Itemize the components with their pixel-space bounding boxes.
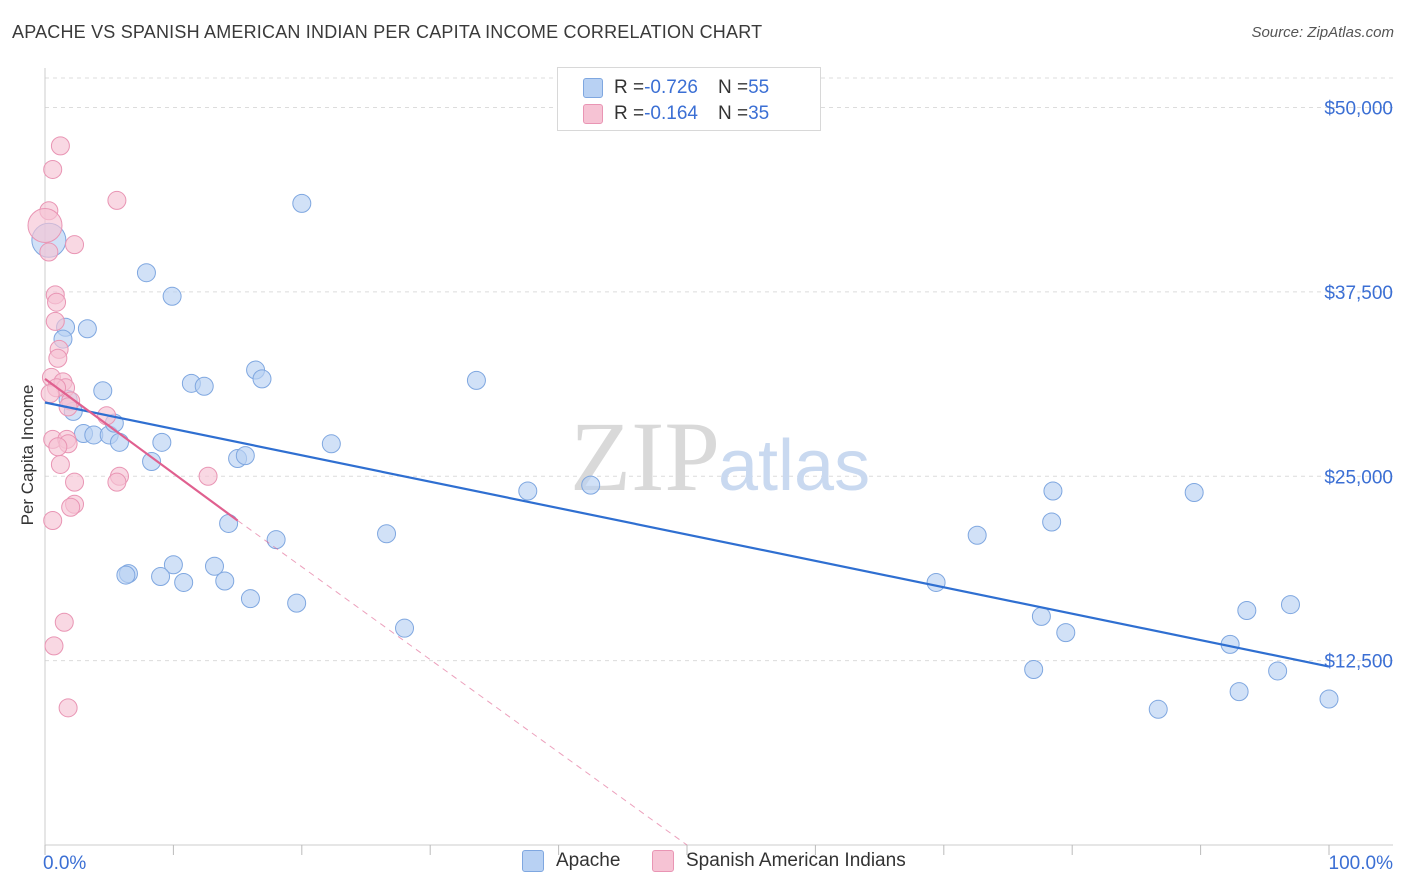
apache-point (152, 432, 172, 452)
apache-point (163, 555, 183, 575)
apache-point (240, 589, 260, 609)
source-credit: Source: ZipAtlas.com (1251, 24, 1394, 41)
spanish-point (50, 136, 70, 156)
apache-point (174, 572, 194, 592)
spanish-point (44, 636, 64, 656)
x-tick-label-min: 0.0% (43, 853, 86, 874)
spanish-legend-label: Spanish American Indians (686, 850, 906, 871)
apache-r-value: -0.726 (644, 77, 698, 98)
spanish-trend-line (44, 378, 239, 522)
spanish-swatch (583, 104, 603, 124)
apache-point (151, 567, 171, 587)
apache-point (1031, 606, 1051, 626)
spanish-point (58, 698, 78, 718)
apache-point (136, 263, 156, 283)
spanish-legend-swatch (652, 850, 674, 872)
y-tick-label: $25,000 (1324, 467, 1393, 488)
correlation-legend: R = -0.726 N = 55 R = -0.164 N = 35 (557, 67, 821, 131)
watermark-zip: ZIP (570, 401, 720, 512)
x-tick-labels: 0.0% 100.0% (43, 853, 1393, 874)
series-legend: Apache Spanish American Indians (0, 850, 1406, 880)
y-tick-label: $12,500 (1324, 652, 1393, 673)
apache-point (252, 369, 272, 389)
spanish-r-value: -0.164 (644, 103, 698, 124)
apache-point (235, 446, 255, 466)
apache-point (1268, 661, 1288, 681)
chart-title: APACHE VS SPANISH AMERICAN INDIAN PER CA… (12, 22, 763, 42)
y-tick-label: $37,500 (1324, 283, 1393, 304)
watermark-atlas: atlas (718, 426, 870, 506)
apache-trend-line (44, 401, 1330, 668)
spanish-point (48, 348, 68, 368)
apache-point (204, 556, 224, 576)
apache-point (116, 565, 136, 585)
spanish-trend-extension (237, 520, 688, 846)
data-points (27, 136, 1339, 719)
apache-point (1319, 689, 1339, 709)
apache-point (395, 618, 415, 638)
y-tick-labels: $12,500 $25,000 $37,500 $50,000 (1324, 99, 1393, 673)
apache-point (194, 376, 214, 396)
spanish-n-value: 35 (748, 103, 770, 124)
apache-point (215, 571, 235, 591)
apache-r-label: R = (614, 77, 645, 98)
spanish-point (107, 472, 127, 492)
spanish-point (54, 612, 74, 632)
apache-point (1042, 512, 1062, 532)
spanish-point (43, 511, 63, 530)
apache-point (266, 530, 286, 550)
apache-point (162, 286, 182, 306)
apache-point (518, 481, 538, 501)
legend-item-spanish[interactable]: Spanish American Indians (652, 850, 906, 872)
apache-point (1280, 595, 1300, 615)
spanish-point (198, 466, 218, 486)
spanish-point (45, 311, 65, 331)
apache-point (581, 475, 601, 495)
apache-point (321, 434, 341, 454)
apache-point (292, 193, 312, 213)
apache-legend-swatch (522, 850, 544, 872)
apache-point (1229, 682, 1249, 702)
spanish-point (65, 472, 85, 492)
spanish-point (65, 235, 85, 255)
apache-n-value: 55 (748, 77, 770, 98)
apache-swatch (583, 78, 603, 98)
apache-point (1056, 623, 1076, 643)
apache-point (1148, 699, 1168, 719)
apache-legend-label: Apache (556, 850, 621, 871)
apache-point (287, 593, 307, 613)
spanish-point (50, 454, 70, 474)
axes (44, 68, 1393, 855)
y-tick-label: $50,000 (1324, 99, 1393, 120)
apache-point (1237, 600, 1257, 620)
spanish-point (27, 208, 63, 243)
apache-point (109, 432, 129, 452)
spanish-n-label: N = (717, 103, 749, 124)
spanish-point (107, 190, 127, 210)
apache-point (93, 381, 113, 401)
spanish-point (39, 242, 59, 262)
spanish-point (47, 292, 67, 312)
apache-point (926, 572, 946, 592)
legend-item-apache[interactable]: Apache (522, 850, 620, 872)
apache-point (77, 319, 97, 339)
spanish-point (48, 437, 68, 457)
apache-point (219, 513, 239, 533)
spanish-r-label: R = (614, 103, 645, 124)
apache-point (466, 370, 486, 390)
apache-point (1184, 482, 1204, 502)
spanish-point (61, 497, 81, 517)
apache-point (1024, 659, 1044, 679)
apache-point (142, 452, 162, 471)
apache-point (377, 524, 397, 544)
apache-n-label: N = (717, 77, 749, 98)
trend-lines (44, 378, 1330, 846)
apache-point (967, 525, 987, 545)
spanish-point (43, 159, 63, 179)
apache-point (1043, 481, 1063, 501)
x-tick-label-max: 100.0% (1329, 853, 1394, 874)
